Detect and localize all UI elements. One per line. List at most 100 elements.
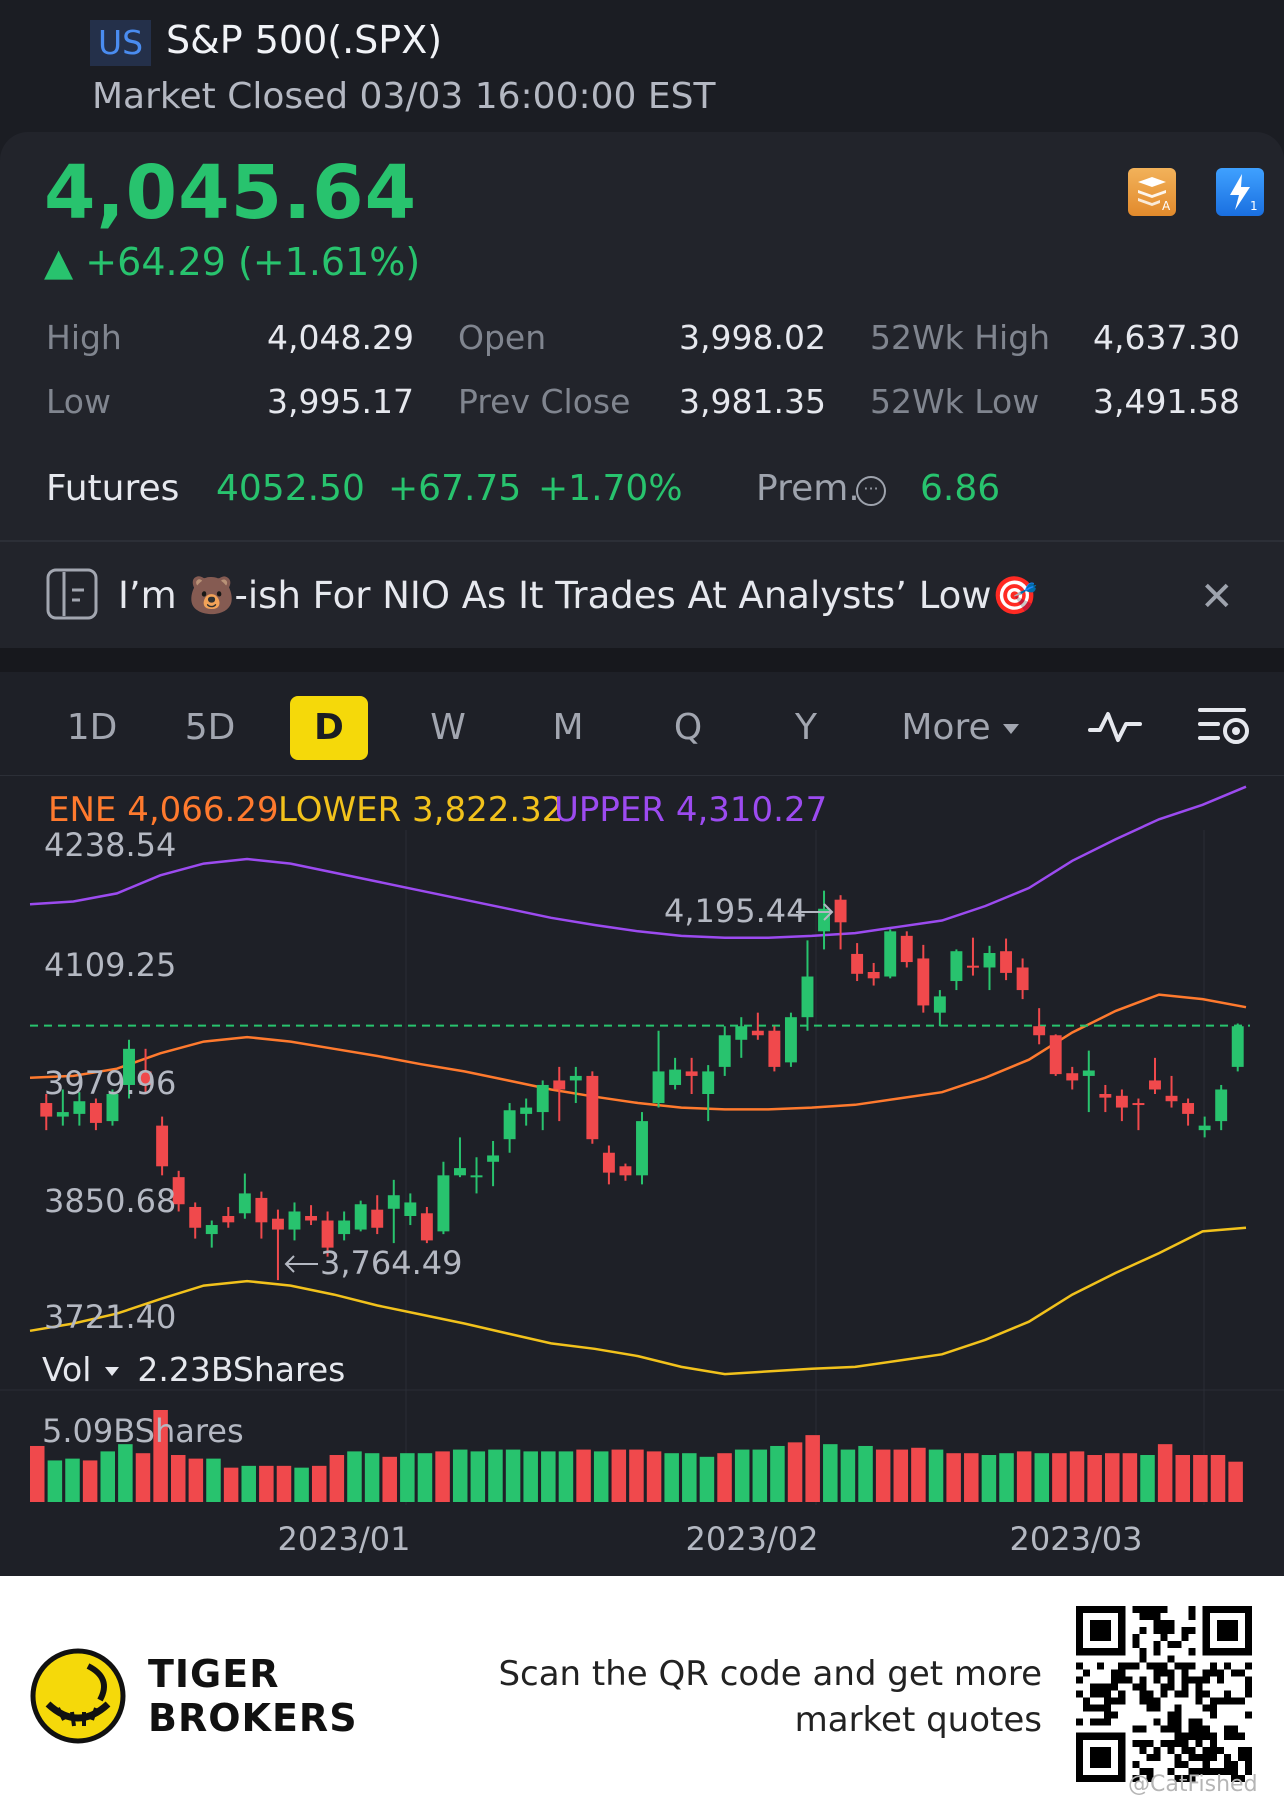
volume-bar <box>400 1453 415 1502</box>
tiger-logo <box>30 1648 126 1744</box>
news-banner[interactable] <box>0 542 1284 648</box>
volume-bar <box>593 1451 609 1502</box>
candle-body <box>404 1202 417 1216</box>
candle-body <box>189 1206 202 1228</box>
svg-text:1: 1 <box>1250 199 1258 213</box>
indicator-icon[interactable] <box>1086 700 1144 754</box>
close-icon[interactable]: ✕ <box>1200 574 1234 620</box>
volume-bar <box>135 1453 151 1502</box>
futures-change: +67.75 <box>388 468 522 509</box>
volume-bar <box>347 1451 362 1502</box>
candle-body <box>271 1218 284 1230</box>
volume-bar <box>1157 1444 1173 1502</box>
volume-bar <box>928 1449 944 1502</box>
candle-body <box>900 935 913 963</box>
tab-q[interactable]: Q <box>673 707 703 748</box>
volume-bar <box>734 1449 750 1502</box>
volume-bar <box>364 1453 380 1502</box>
ene-value: 4,066.29 <box>127 790 279 830</box>
tab-m[interactable]: M <box>552 707 584 748</box>
futures-price: 4052.50 <box>216 468 365 509</box>
volume-bar <box>1122 1453 1138 1502</box>
divider <box>0 648 1284 672</box>
candle-body <box>768 1030 781 1067</box>
volume-bar <box>470 1451 486 1502</box>
volume-bar <box>664 1453 679 1502</box>
news-headline[interactable]: I’m 🐻-ish For NIO As It Trades At Analys… <box>118 574 1038 617</box>
volume-bar <box>541 1451 556 1502</box>
futures-label[interactable]: Futures <box>46 468 180 509</box>
wk52-high-label: 52Wk High <box>870 318 1051 357</box>
prev-close-label: Prev Close <box>458 382 631 421</box>
candle-body <box>503 1110 516 1140</box>
ene-indicator: ENE 4,066.29 <box>48 790 279 830</box>
prev-close-value: 3,981.35 <box>679 382 826 421</box>
volume-bar <box>981 1455 997 1502</box>
volume-bar <box>382 1456 397 1502</box>
tab-1d[interactable]: 1D <box>66 707 118 748</box>
premium-value: 6.86 <box>920 468 1001 509</box>
candle-body <box>354 1204 367 1230</box>
volume-bar <box>858 1445 873 1502</box>
candle-body <box>983 953 996 968</box>
candle-body <box>553 1080 566 1090</box>
tab-w[interactable]: W <box>430 707 466 748</box>
volume-bar <box>611 1449 627 1502</box>
tab-more[interactable]: More <box>890 696 1030 760</box>
more-info-icon[interactable]: ··· <box>856 476 886 506</box>
qr-code[interactable] <box>1076 1606 1252 1782</box>
candlestick-chart[interactable]: 4238.54 4109.25 3979.96 3850.68 3721.40 4,19… <box>0 776 1284 1576</box>
candle-body <box>437 1175 450 1232</box>
wk52-low-label: 52Wk Low <box>870 382 1040 421</box>
candle-body <box>1000 951 1013 973</box>
lightning-icon[interactable]: 1 <box>1216 168 1264 216</box>
volume-bar <box>1105 1453 1120 1502</box>
candle-body <box>602 1152 615 1173</box>
candle-body <box>1231 1026 1244 1067</box>
candle-body <box>685 1071 698 1076</box>
volume-bar <box>259 1465 274 1502</box>
candle-body <box>652 1071 665 1104</box>
footer <box>0 1576 1284 1815</box>
volume-bar <box>999 1453 1014 1502</box>
candle-body <box>1115 1095 1128 1108</box>
candle-body <box>867 972 880 979</box>
chart-settings-icon[interactable] <box>1196 700 1254 754</box>
volume-bar <box>1175 1455 1191 1502</box>
candle-body <box>123 1048 135 1085</box>
stack-icon[interactable]: A <box>1128 168 1176 216</box>
candle-body <box>669 1069 682 1085</box>
volume-bar <box>752 1449 768 1502</box>
candle-body <box>1066 1073 1079 1081</box>
volume-bar <box>646 1451 662 1502</box>
tab-d[interactable]: D <box>290 696 368 760</box>
volume-bar <box>1052 1453 1067 1502</box>
candle-body <box>222 1216 235 1223</box>
lower-value: 3,822.32 <box>412 790 564 830</box>
volume-bar <box>717 1453 732 1502</box>
candle-body <box>40 1103 53 1117</box>
period-tabs <box>0 672 1284 776</box>
volume-bar <box>153 1410 168 1502</box>
candle-body <box>917 958 930 1006</box>
volume-bar <box>1087 1455 1102 1502</box>
volume-bar <box>1016 1451 1032 1502</box>
tab-5d[interactable]: 5D <box>184 707 236 748</box>
volume-bar <box>682 1453 697 1502</box>
candle-body <box>56 1112 69 1117</box>
low-value: 3,995.17 <box>267 382 414 421</box>
volume-bar <box>488 1449 503 1502</box>
volume-bar <box>1069 1451 1085 1502</box>
volume-selector[interactable]: Vol 2.23BShares <box>42 1350 345 1389</box>
volume-current: 2.23BShares <box>137 1350 346 1389</box>
tab-y[interactable]: Y <box>795 707 817 748</box>
candle-body <box>1049 1035 1062 1075</box>
x-tick-label: 2023/03 <box>1010 1520 1143 1558</box>
arrow-icon <box>284 1255 295 1273</box>
candle-body <box>1016 967 1029 991</box>
volume-bar <box>1193 1455 1208 1502</box>
quote-panel <box>0 132 1284 540</box>
candle-body <box>884 931 897 977</box>
candle-body <box>156 1125 169 1167</box>
scan-prompt: Scan the QR code and get more <box>498 1654 1042 1694</box>
